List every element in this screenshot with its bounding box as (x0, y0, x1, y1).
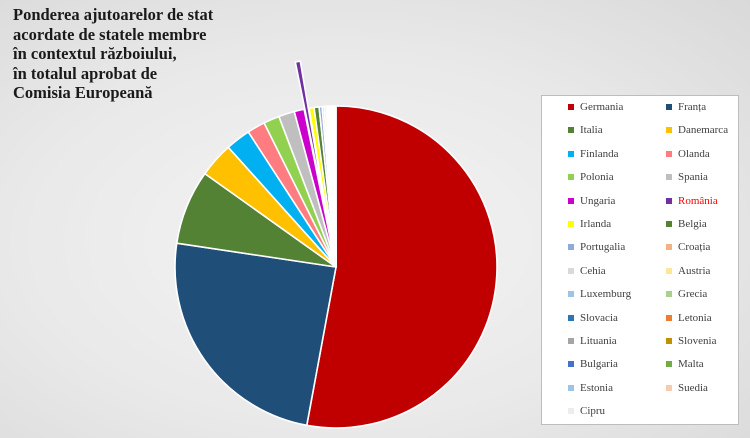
chart-title-line: acordate de statele membre (13, 24, 207, 44)
legend-swatch (568, 244, 574, 251)
legend-label: Franța (678, 101, 707, 113)
legend-swatch (568, 291, 574, 298)
legend-item: Cehia (568, 265, 606, 277)
legend-swatch (666, 104, 672, 110)
legend-swatch (568, 338, 574, 344)
chart-title-line: în totalul aprobat de (13, 63, 158, 83)
legend-swatch (666, 291, 672, 298)
chart-title-line: în contextul războiului, (13, 44, 177, 63)
legend-swatch (666, 150, 672, 157)
chart-title: Ponderea ajutoarelor de stat acordate de… (13, 5, 303, 103)
legend-swatch (666, 221, 672, 227)
legend-item: Finlanda (568, 148, 619, 160)
legend-label: Olanda (678, 147, 710, 160)
chart-title-line: Ponderea ajutoarelor de stat (13, 5, 214, 24)
legend-label: Lituania (580, 335, 617, 347)
pie-slice-românia (294, 60, 329, 221)
legend-swatch (568, 267, 574, 274)
legend-label: Croația (678, 241, 711, 254)
legend-item: Portugalia (568, 241, 625, 253)
legend-swatch (568, 408, 574, 415)
legend-swatch (568, 174, 574, 181)
legend-swatch (568, 384, 574, 391)
legend-item: Estonia (568, 382, 613, 394)
legend-label: Luxemburg (580, 288, 632, 301)
legend-label: Slovacia (580, 311, 618, 324)
legend-item: Belgia (666, 218, 707, 230)
legend-item: Franța (666, 101, 706, 113)
legend-label: Danemarca (678, 124, 729, 137)
legend-swatch (568, 104, 574, 110)
legend-swatch (568, 314, 574, 321)
pie-slice-franța (174, 242, 337, 427)
legend-swatch (568, 361, 574, 368)
legend-item: Slovenia (666, 335, 717, 347)
legend-label: Malta (678, 358, 704, 371)
legend-item: Luxemburg (568, 288, 631, 300)
legend-label: Estonia (580, 381, 613, 394)
legend-label: România (678, 194, 718, 207)
legend-label: Grecia (678, 288, 708, 301)
legend-item: Lituania (568, 335, 617, 347)
chart-title-line: Comisia Europeană (13, 83, 153, 102)
legend-swatch (666, 267, 672, 274)
legend-item: Irlanda (568, 218, 611, 230)
legend-label: Polonia (580, 171, 614, 184)
legend-item: Croația (666, 241, 710, 253)
legend-item: Polonia (568, 171, 614, 183)
legend-label: Bulgaria (580, 358, 618, 371)
legend-item: Grecia (666, 288, 707, 300)
legend-label: Austria (678, 264, 711, 277)
legend-swatch (666, 127, 672, 134)
legend-item: Italia (568, 124, 603, 136)
legend-swatch (568, 221, 574, 227)
legend-swatch (666, 314, 672, 321)
legend-label: Cipru (580, 405, 606, 418)
legend-item: Slovacia (568, 312, 618, 324)
legend-label: Ungaria (580, 194, 616, 207)
legend-item: Austria (666, 265, 710, 277)
legend-item: Cipru (568, 405, 605, 417)
legend-swatch (568, 150, 574, 157)
legend-swatch (666, 244, 672, 251)
legend-item: România (666, 195, 718, 207)
legend-item: Spania (666, 171, 708, 183)
legend-item: Suedia (666, 382, 708, 394)
legend-label: Germania (580, 101, 624, 113)
legend-item: Malta (666, 358, 704, 370)
legend-label: Slovenia (678, 335, 717, 347)
legend-item: Letonia (666, 312, 712, 324)
legend-item: Olanda (666, 148, 710, 160)
legend-label: Finlanda (580, 147, 619, 160)
legend-label: Letonia (678, 311, 712, 324)
legend-swatch (666, 338, 672, 344)
legend-swatch (666, 174, 672, 181)
legend-label: Cehia (580, 264, 606, 277)
legend-swatch (666, 197, 672, 204)
legend-item: Danemarca (666, 124, 728, 136)
legend-label: Spania (678, 171, 708, 184)
legend-swatch (666, 361, 672, 368)
legend-item: Ungaria (568, 195, 615, 207)
legend-item: Bulgaria (568, 358, 618, 370)
legend-label: Portugalia (580, 241, 626, 254)
legend-swatch (568, 197, 574, 204)
legend-swatch (568, 127, 574, 134)
legend-item: Germania (568, 101, 623, 113)
legend-label: Belgia (678, 218, 707, 230)
chart-legend: Germania Franța Italia Danemarca Finlanda Ola… (541, 95, 739, 425)
legend-label: Irlanda (580, 218, 612, 230)
legend-label: Italia (580, 124, 603, 137)
pie-slice-germania (305, 105, 498, 429)
legend-label: Suedia (678, 381, 708, 394)
legend-swatch (666, 384, 672, 391)
